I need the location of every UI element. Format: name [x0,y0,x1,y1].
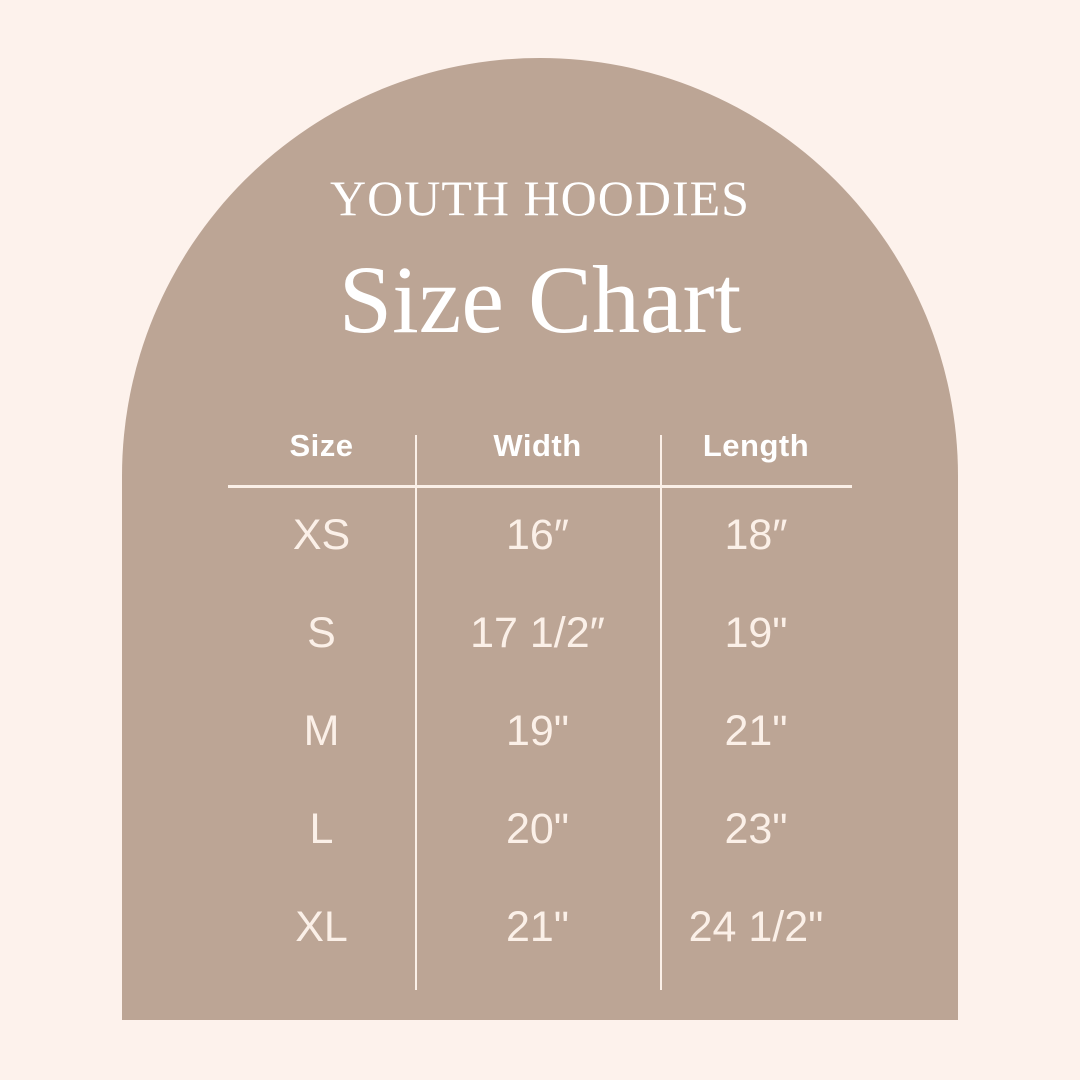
cell-width: 19" [505,707,570,755]
table-header: Size Width Length [228,420,852,486]
cell-width: 16″ [505,511,570,559]
cell-length: 24 1/2" [688,903,824,951]
cell-size: L [309,805,334,853]
size-table: Size Width Length XS 16″ 18″ S 17 1/2″ 1… [228,420,852,976]
size-table-container: Size Width Length XS 16″ 18″ S 17 1/2″ 1… [228,420,852,996]
cell-length: 18″ [724,511,788,559]
column-header-size: Size [289,428,354,463]
column-header-length: Length [702,428,810,463]
table-row: M 19" 21" [228,682,852,780]
cell-length: 23" [724,805,788,853]
table-header-row: Size Width Length [228,420,852,486]
table-column-divider-1 [415,435,417,990]
table-body: XS 16″ 18″ S 17 1/2″ 19" M 19" 21" L 20" [228,486,852,976]
page-title: Size Chart [338,246,742,353]
table-row: S 17 1/2″ 19" [228,584,852,682]
cell-length: 19" [724,609,788,657]
cell-width: 20" [505,805,570,853]
cell-size: XS [292,511,351,559]
heading-block: YOUTH HOODIES Size Chart [122,170,958,352]
table-column-divider-2 [660,435,662,990]
table-header-divider [228,485,852,488]
column-header-width: Width [493,428,582,463]
cell-width: 21" [505,903,570,951]
table-row: L 20" 23" [228,780,852,878]
cell-size: XL [295,903,348,951]
eyebrow-title: YOUTH HOODIES [330,170,750,226]
arch-background-shape [122,58,958,1020]
cell-length: 21" [724,707,788,755]
table-row: XS 16″ 18″ [228,486,852,584]
cell-size: S [307,609,336,657]
table-row: XL 21" 24 1/2" [228,878,852,976]
cell-size: M [303,707,340,755]
cell-width: 17 1/2″ [470,609,605,657]
